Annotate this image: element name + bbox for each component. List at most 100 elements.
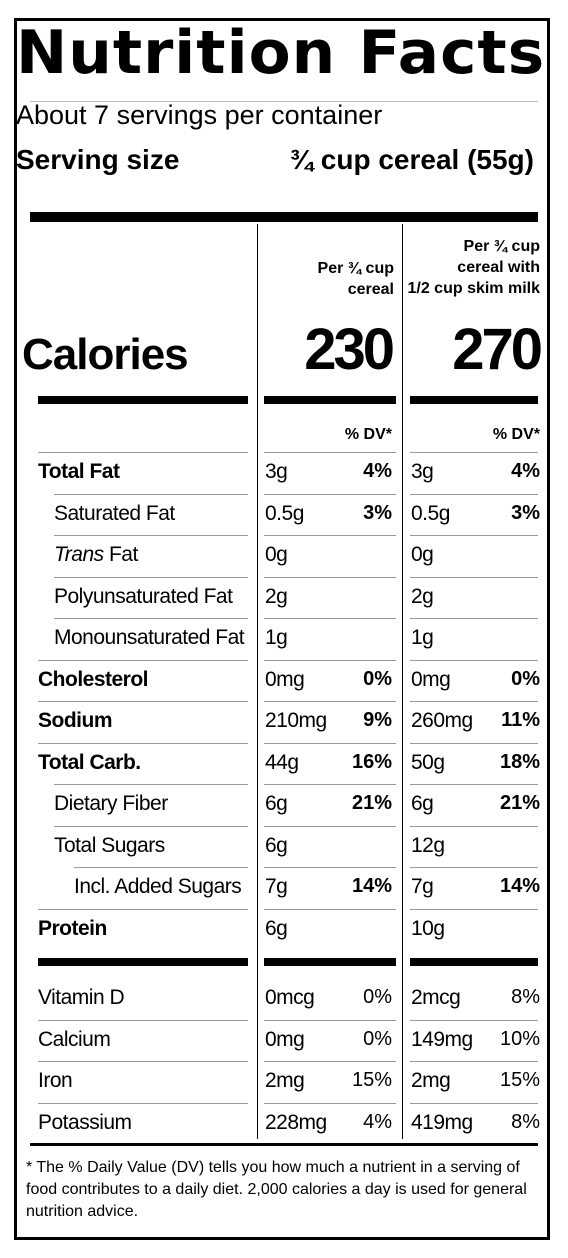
row-divider — [264, 701, 396, 702]
footnote: * The % Daily Value (DV) tells you how m… — [26, 1159, 527, 1220]
row-divider — [38, 701, 248, 702]
row-divider — [410, 701, 538, 702]
column-2-amount: 12g — [411, 833, 445, 857]
column-2-dv: 10% — [499, 1027, 540, 1050]
nutrient-name: Total Sugars — [54, 833, 165, 857]
nutrient-name: Saturated Fat — [54, 501, 175, 525]
column-1-amount: 0.5g — [265, 501, 304, 525]
column-2-amount: 50g — [411, 750, 445, 774]
footnote-bar — [30, 1143, 538, 1146]
row-divider — [74, 867, 248, 868]
calories-bar-col2 — [410, 396, 538, 404]
calories-label: Calories — [22, 330, 189, 379]
row-divider — [410, 825, 538, 827]
row-divider — [410, 742, 538, 744]
column-1-amount: 0mg — [265, 667, 305, 691]
row-divider — [410, 618, 538, 619]
column-1-amount: 0g — [265, 543, 288, 566]
column-2-amount: 0mg — [411, 667, 451, 691]
column-divider-1 — [257, 224, 258, 1139]
column-1-amount: 6g — [265, 792, 288, 815]
row-divider — [264, 659, 396, 661]
row-divider — [410, 576, 538, 578]
row-divider — [264, 1061, 396, 1062]
column-2-dv: 0% — [511, 667, 540, 690]
nutrient-name: Total Fat — [38, 460, 120, 483]
column-divider-2 — [402, 224, 403, 1139]
row-divider — [38, 1061, 248, 1062]
vitamin-bar-col2 — [410, 958, 538, 966]
column-2-amount: 3g — [411, 460, 434, 483]
row-divider — [410, 452, 538, 453]
row-divider — [410, 908, 538, 910]
column-1-dv: 3% — [363, 501, 392, 524]
column-2-amount: 149mg — [411, 1027, 473, 1051]
row-divider — [264, 784, 396, 785]
column-2-amount: 0g — [411, 543, 434, 566]
nutrient-name: Monounsaturated Fat — [54, 626, 245, 649]
column-2-dv: 3% — [511, 501, 540, 524]
row-divider — [54, 784, 248, 785]
column-2-amount: 2mcg — [411, 986, 461, 1009]
vitamin-name: Vitamin D — [38, 986, 125, 1009]
column-2-dv: 11% — [501, 709, 540, 731]
column-1-dv: 15% — [351, 1069, 392, 1091]
nutrient-name: Incl. Added Sugars — [74, 875, 242, 898]
row-divider — [410, 867, 538, 868]
column-1-amount: 1g — [265, 626, 288, 649]
calories-bar-col1 — [264, 396, 396, 404]
column-2-amount: 1g — [411, 626, 434, 649]
column-2-amount: 260mg — [411, 709, 473, 732]
row-divider — [264, 535, 396, 536]
column-2-amount: 0.5g — [411, 501, 450, 525]
column-2-amount: 7g — [411, 875, 434, 898]
column-1-dv: 0% — [363, 986, 392, 1008]
row-divider — [54, 535, 248, 536]
row-divider — [264, 1102, 396, 1104]
column-2-dv: 4% — [511, 460, 540, 482]
nutrient-name-italic: Trans — [54, 543, 104, 566]
vitamin-bar-col1 — [264, 958, 396, 966]
column-1-amount: 2mg — [265, 1069, 305, 1092]
vitamin-name: Iron — [38, 1069, 73, 1092]
column-1-dv: 4% — [363, 460, 392, 482]
serving-size-label: Serving size — [16, 144, 180, 175]
nutrient-name: Protein — [38, 916, 107, 940]
column-1-calories: 230 — [304, 317, 395, 382]
row-divider — [410, 1061, 538, 1062]
row-divider — [410, 784, 538, 785]
row-divider — [54, 493, 248, 495]
row-divider — [264, 493, 396, 495]
nutrient-name: Trans Fat — [54, 543, 138, 567]
vitamin-name: Potassium — [38, 1110, 132, 1134]
column-1-dv: 4% — [363, 1110, 392, 1133]
label-title: Nutrition Facts — [16, 18, 546, 88]
serving-thick-bar — [30, 212, 538, 222]
row-divider — [38, 1102, 248, 1104]
nutrient-name: Cholesterol — [38, 667, 149, 691]
row-divider — [38, 742, 248, 744]
row-divider — [264, 908, 396, 910]
column-1-amount: 2g — [265, 584, 288, 608]
column-1-amount: 0mg — [265, 1027, 305, 1051]
nutrient-name: Total Carb. — [38, 750, 141, 774]
row-divider — [264, 618, 396, 619]
row-divider — [410, 493, 538, 495]
column-2-amount: 6g — [411, 792, 434, 815]
column-1-amount: 6g — [265, 916, 288, 940]
column-2-dv: 21% — [499, 792, 540, 814]
calories-bar-name — [38, 396, 248, 404]
column-2-dv: 14% — [499, 875, 540, 897]
column-1-dv: 14% — [351, 875, 392, 897]
row-divider — [264, 452, 396, 453]
column-1-amount: 0mcg — [265, 986, 315, 1009]
column-1-amount: 3g — [265, 460, 288, 483]
column-1-dv: 0% — [363, 667, 392, 690]
column-1-heading: Per ¾ cup cereal — [317, 260, 394, 298]
row-divider — [410, 535, 538, 536]
column-1-amount: 6g — [265, 833, 288, 857]
vitamin-bar-name — [38, 958, 248, 966]
title-divider — [30, 101, 538, 102]
vitamin-name: Calcium — [38, 1027, 111, 1051]
row-divider — [38, 659, 248, 661]
